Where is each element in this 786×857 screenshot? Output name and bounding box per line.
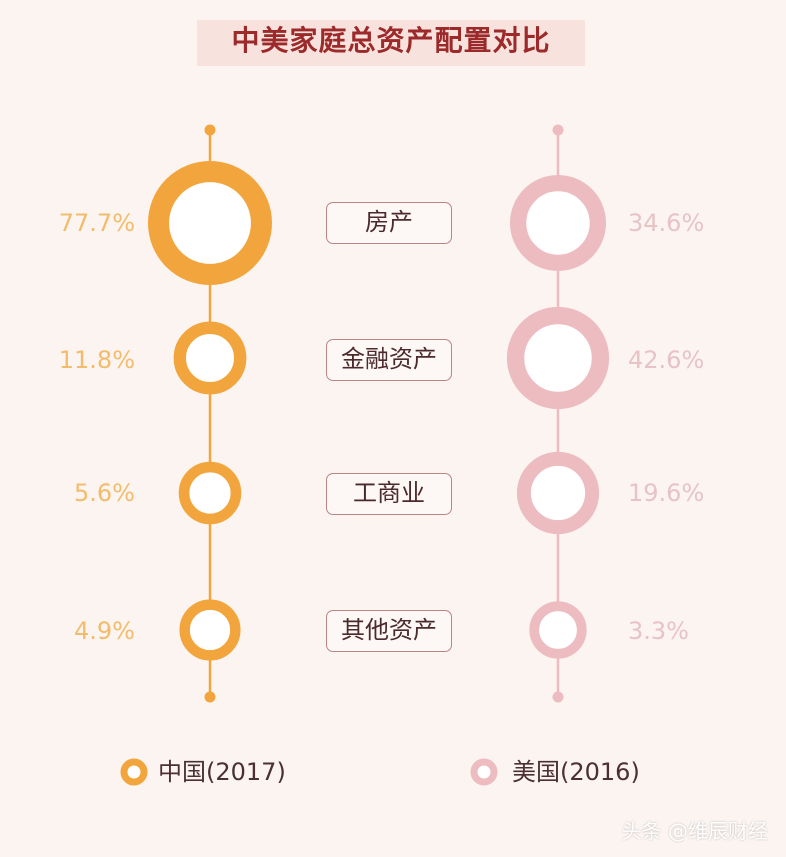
china-value-ring <box>179 599 241 661</box>
china-value-label: 77.7% <box>58 209 135 237</box>
usa-axis-end-dot <box>552 691 564 703</box>
china-axis-end-dot <box>204 691 216 703</box>
china-value-ring <box>178 461 242 525</box>
china-value-label: 5.6% <box>74 479 135 507</box>
legend-ring-china <box>120 758 148 786</box>
category-label: 其他资产 <box>326 610 452 652</box>
watermark: 头条 @维辰财经 <box>621 819 768 843</box>
china-value-label: 4.9% <box>74 617 135 645</box>
usa-value-label: 3.3% <box>628 617 689 645</box>
usa-value-label: 42.6% <box>628 346 705 374</box>
usa-value-ring <box>516 451 600 535</box>
category-label: 金融资产 <box>326 339 452 381</box>
legend-label-china: 中国(2017) <box>158 758 286 786</box>
title-band <box>197 20 585 66</box>
usa-value-label: 19.6% <box>628 479 705 507</box>
usa-value-label: 34.6% <box>628 209 705 237</box>
category-label: 工商业 <box>326 473 452 515</box>
usa-value-ring <box>509 174 607 272</box>
legend-ring-usa <box>470 758 498 786</box>
legend-label-usa: 美国(2016) <box>512 758 640 786</box>
china-value-ring <box>148 161 273 286</box>
china-axis-end-dot <box>204 124 216 136</box>
china-value-ring <box>173 321 247 395</box>
usa-axis-end-dot <box>552 124 564 136</box>
china-value-label: 11.8% <box>58 346 135 374</box>
chart-title: 中美家庭总资产配置对比 <box>231 24 551 57</box>
category-label: 房产 <box>326 202 452 244</box>
usa-value-ring <box>506 306 610 410</box>
usa-value-ring <box>529 601 587 659</box>
